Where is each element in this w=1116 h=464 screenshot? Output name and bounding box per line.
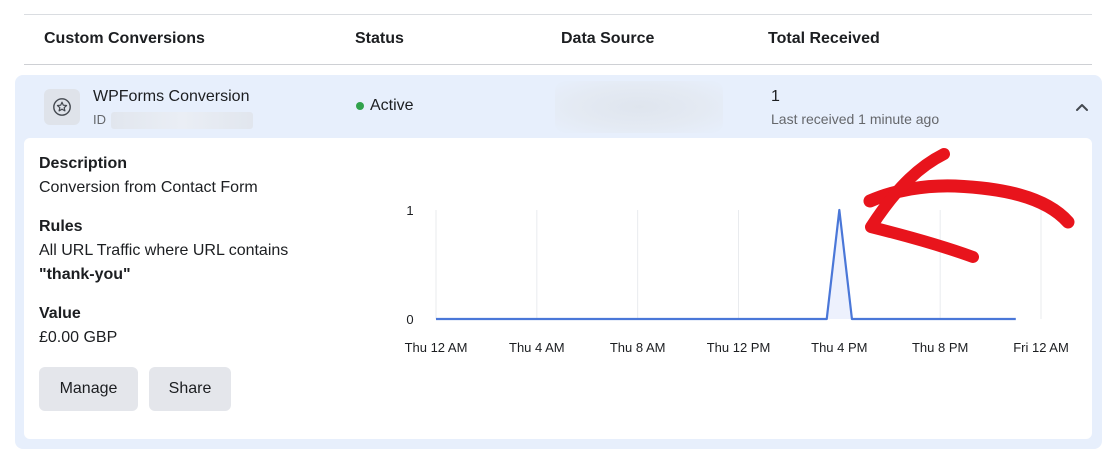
chevron-up-icon[interactable] xyxy=(1071,97,1093,117)
column-header-total-received[interactable]: Total Received xyxy=(768,30,880,47)
value-label: Value xyxy=(39,305,81,322)
column-header-data-source[interactable]: Data Source xyxy=(561,30,655,47)
conversion-id-label: ID xyxy=(93,112,106,127)
rules-label: Rules xyxy=(39,218,83,235)
description-text: Conversion from Contact Form xyxy=(39,179,258,196)
status-indicator-dot xyxy=(356,102,364,110)
rules-value: "thank-you" xyxy=(39,266,131,283)
y-axis-tick-label: 1 xyxy=(406,203,413,218)
description-label: Description xyxy=(39,155,128,172)
chart-series-line xyxy=(436,208,1016,321)
table-header-divider xyxy=(24,64,1092,65)
x-axis-tick-label: Thu 4 PM xyxy=(811,340,867,355)
share-button[interactable]: Share xyxy=(149,367,231,411)
data-source-redacted xyxy=(555,81,723,133)
value-text: £0.00 GBP xyxy=(39,329,118,346)
total-received-count: 1 xyxy=(771,88,780,105)
rules-text: All URL Traffic where URL contains xyxy=(39,242,289,259)
conversion-name: WPForms Conversion xyxy=(93,88,250,105)
conversion-id-redacted xyxy=(111,112,253,129)
table-top-divider xyxy=(24,14,1092,15)
last-received-text: Last received 1 minute ago xyxy=(771,111,940,127)
chart-area-fill xyxy=(436,210,1016,319)
star-in-circle-icon xyxy=(44,89,80,125)
manage-button[interactable]: Manage xyxy=(39,367,138,411)
y-axis-tick-label: 0 xyxy=(406,312,413,327)
table-row[interactable]: WPForms Conversion ID Active 1 Last rece… xyxy=(15,75,1102,137)
x-axis-tick-label: Thu 8 AM xyxy=(610,340,666,355)
x-axis-tick-label: Thu 4 AM xyxy=(509,340,565,355)
annotation-arrowhead xyxy=(865,148,979,263)
column-header-status[interactable]: Status xyxy=(355,30,404,47)
x-axis-tick-label: Thu 12 AM xyxy=(405,340,468,355)
x-axis-tick-label: Fri 12 AM xyxy=(1013,340,1069,355)
conversion-row-expanded: WPForms Conversion ID Active 1 Last rece… xyxy=(15,75,1102,449)
x-axis-tick-label: Thu 12 PM xyxy=(707,340,771,355)
table-header: Custom Conversions Status Data Source To… xyxy=(24,18,1092,64)
x-axis-tick-label: Thu 8 PM xyxy=(912,340,968,355)
status-badge: Active xyxy=(370,97,414,114)
column-header-custom-conversions[interactable]: Custom Conversions xyxy=(44,30,205,47)
